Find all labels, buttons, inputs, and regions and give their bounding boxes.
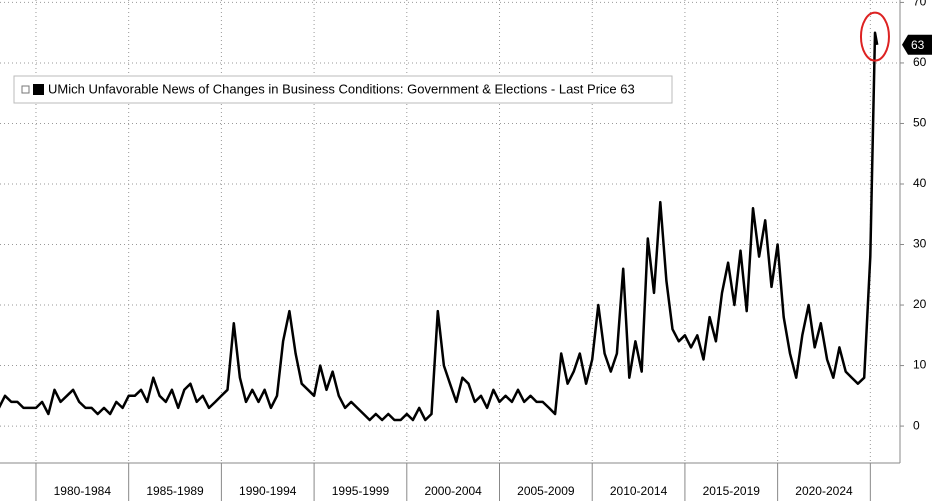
legend-box: [13, 75, 673, 104]
series-line: [0, 31, 879, 422]
legend-swatch: [33, 84, 44, 95]
y-tick-label: 70: [913, 0, 927, 9]
last-price-label: 63: [911, 38, 925, 52]
legend-label: UMich Unfavorable News of Changes in Bus…: [48, 81, 635, 96]
x-tick-label: 2000-2004: [424, 484, 482, 498]
y-tick-label: 60: [913, 55, 927, 69]
x-tick-label: 1980-1984: [54, 484, 112, 498]
legend: UMich Unfavorable News of Changes in Bus…: [13, 75, 673, 104]
highlight-circle: [859, 11, 890, 62]
y-tick-label: 10: [913, 358, 927, 372]
y-tick-label: 40: [913, 176, 927, 190]
y-tick-label: 30: [913, 237, 927, 251]
y-tick-label: 50: [913, 116, 927, 130]
x-tick-label: 2020-2024: [795, 484, 853, 498]
x-tick-label: 1990-1994: [239, 484, 297, 498]
x-tick-label: 2015-2019: [703, 484, 761, 498]
x-tick-label: 2005-2009: [517, 484, 575, 498]
y-tick-label: 20: [913, 297, 927, 311]
x-tick-label: 1995-1999: [332, 484, 390, 498]
legend-toggle[interactable]: [21, 85, 30, 94]
last-price-tag: [902, 34, 932, 55]
x-tick-label: 1985-1989: [146, 484, 204, 498]
y-tick-label: 0: [913, 418, 920, 432]
x-tick-label: 2010-2014: [610, 484, 668, 498]
